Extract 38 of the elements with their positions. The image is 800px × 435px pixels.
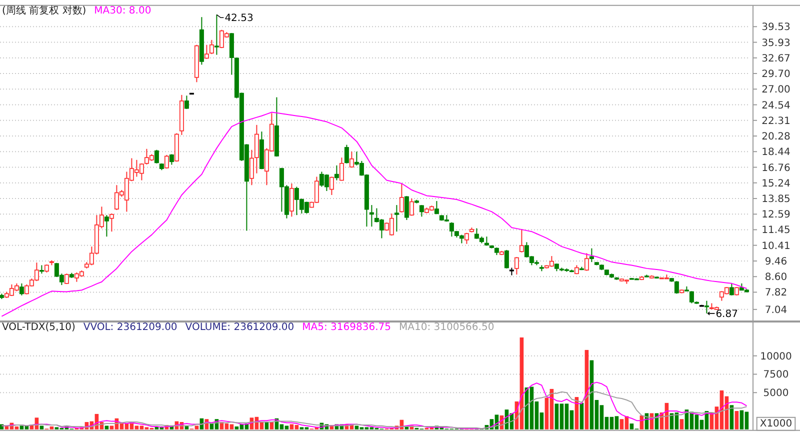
chart-title: (周线 前复权 对数)	[2, 4, 86, 16]
y-tick-label: 8.60	[764, 272, 788, 284]
y-tick-label: 35.93	[762, 38, 790, 49]
y-tick-label: 9.46	[764, 256, 788, 268]
y-tick-label: 16.76	[762, 162, 790, 174]
y-tick-label: 5000	[763, 388, 789, 400]
y-tick-label: 27.00	[762, 84, 790, 96]
y-tick-label: 7.04	[764, 304, 788, 316]
text: MA30: 8.00	[94, 5, 152, 16]
y-tick-label: 11.45	[762, 225, 790, 236]
y-tick-label: 10.41	[762, 240, 790, 252]
bar	[734, 411, 739, 430]
y-tick-label: 15.24	[762, 178, 790, 190]
bar	[680, 419, 684, 430]
y-tick-label: 29.70	[762, 69, 790, 80]
y-tick-label: 13.85	[762, 194, 790, 206]
bar	[580, 402, 584, 430]
y-axis-title: X1000	[760, 418, 792, 430]
y-tick-label: 7500	[763, 370, 789, 381]
bar	[104, 426, 109, 430]
y-tick-label: 18.44	[762, 147, 790, 158]
bar	[40, 426, 44, 430]
y-tick-label: 20.28	[762, 132, 790, 143]
y-tick-label: 22.31	[762, 116, 790, 127]
annotation: VVOL: 2361209.00	[83, 322, 178, 333]
annotation: 6.87	[716, 308, 738, 320]
y-tick-label: 39.53	[762, 22, 790, 34]
y-tick-label: 32.67	[762, 53, 790, 64]
annotation: VOLUME: 2361209.00	[185, 322, 294, 333]
y-tick-label: 10000	[760, 351, 792, 362]
y-tick-label: 7.82	[764, 288, 788, 299]
annotation: 42.53	[224, 13, 254, 24]
text: MA10: 3100566.50	[399, 322, 494, 333]
text: MA5: 3169836.75	[302, 322, 391, 333]
y-tick-label: 24.54	[762, 100, 790, 112]
y-tick-label: 12.59	[762, 210, 790, 221]
chart-title: VOL-TDX(5,10)	[2, 322, 76, 333]
line-series	[1, 112, 748, 317]
